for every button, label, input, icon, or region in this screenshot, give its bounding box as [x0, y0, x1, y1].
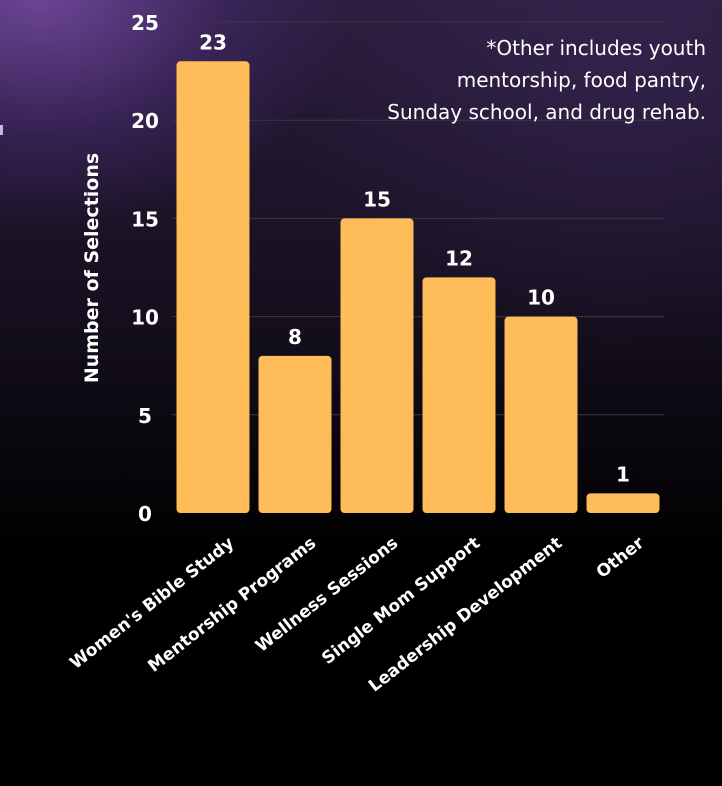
y-tick-label: 20: [131, 109, 159, 133]
bar: [422, 277, 496, 513]
bar: [176, 61, 250, 513]
x-tick-label: Single Mom Support: [318, 533, 484, 669]
value-label: 12: [445, 246, 473, 270]
value-label: 8: [288, 325, 302, 349]
bar: [340, 218, 414, 513]
y-axis-label: Number of Selections: [81, 153, 103, 383]
y-tick-label: 5: [138, 404, 152, 428]
bar: [504, 316, 578, 513]
x-tick-label: Wellness Sessions: [252, 533, 402, 656]
value-label: 15: [363, 187, 391, 211]
value-label: 1: [616, 462, 630, 486]
bar: [258, 355, 332, 513]
bar: [586, 493, 660, 513]
y-tick-labels: 0 5 10 15 20 25: [131, 11, 159, 526]
edge-mark: [0, 125, 3, 135]
y-tick-label: 0: [138, 502, 152, 526]
value-label: 10: [527, 286, 555, 310]
y-tick-label: 10: [131, 306, 159, 330]
value-labels: 23 8 15 12 10 1: [199, 30, 630, 486]
y-tick-label: 15: [131, 207, 159, 231]
chart-annotation: *Other includes youth mentorship, food p…: [387, 36, 706, 124]
x-tick-label: Mentorship Programs: [144, 533, 320, 676]
x-tick-label: Other: [593, 533, 649, 583]
bars: [176, 61, 660, 513]
grid-lines: [172, 21, 664, 416]
y-tick-label: 25: [131, 11, 159, 35]
x-tick-label: Women's Bible Study: [66, 533, 238, 673]
value-label: 23: [199, 30, 227, 54]
